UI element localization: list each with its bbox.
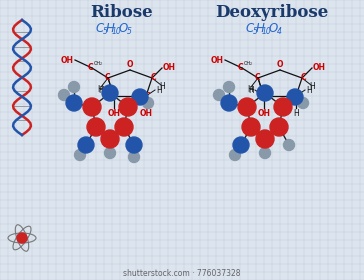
Text: OH: OH (211, 55, 224, 64)
Circle shape (17, 233, 27, 243)
Text: H: H (306, 85, 312, 95)
Text: C: C (144, 92, 150, 101)
Circle shape (87, 118, 105, 136)
Text: C: C (246, 22, 254, 34)
Text: Deoxyribose: Deoxyribose (215, 4, 329, 20)
Text: CH₂: CH₂ (244, 60, 253, 66)
Circle shape (233, 137, 249, 153)
Text: OH: OH (313, 62, 326, 71)
Text: O: O (127, 60, 133, 69)
Circle shape (126, 137, 142, 153)
Text: C: C (87, 62, 93, 71)
Circle shape (75, 150, 86, 160)
Text: H: H (309, 81, 315, 90)
Text: C: C (237, 62, 243, 71)
Text: C: C (96, 22, 104, 34)
Circle shape (297, 97, 309, 109)
Text: OH: OH (163, 62, 176, 71)
Text: Ribose: Ribose (91, 4, 153, 20)
Text: CH₂: CH₂ (94, 60, 103, 66)
Text: C: C (150, 73, 156, 81)
Text: C: C (254, 73, 260, 81)
Text: OH: OH (257, 109, 270, 118)
Text: C: C (294, 92, 300, 101)
Text: C: C (300, 73, 306, 81)
Text: H: H (248, 85, 254, 95)
Text: H: H (259, 85, 265, 95)
Circle shape (270, 118, 288, 136)
Circle shape (256, 130, 274, 148)
Circle shape (78, 137, 94, 153)
Text: H: H (97, 85, 103, 94)
Circle shape (59, 90, 70, 101)
Text: 5: 5 (253, 27, 257, 36)
Text: OH: OH (61, 55, 74, 64)
Circle shape (260, 148, 270, 158)
Text: O: O (277, 60, 283, 69)
Text: 5: 5 (103, 27, 107, 36)
Text: H: H (159, 81, 165, 90)
Text: H: H (106, 22, 114, 34)
Circle shape (257, 85, 273, 101)
Text: 5: 5 (127, 27, 131, 36)
Circle shape (229, 150, 241, 160)
Circle shape (214, 90, 225, 101)
Circle shape (66, 95, 82, 111)
Text: 10: 10 (262, 27, 272, 36)
Circle shape (132, 89, 148, 105)
Circle shape (104, 148, 115, 158)
Circle shape (142, 97, 154, 109)
Circle shape (119, 98, 137, 116)
Text: OH: OH (107, 109, 120, 118)
Circle shape (102, 85, 118, 101)
Circle shape (238, 98, 256, 116)
Circle shape (287, 89, 303, 105)
Text: H: H (256, 22, 264, 34)
Circle shape (242, 118, 260, 136)
Text: O: O (118, 22, 128, 34)
Circle shape (284, 139, 294, 151)
Text: H: H (156, 85, 162, 95)
Text: 4: 4 (277, 27, 281, 36)
Text: C: C (110, 92, 116, 101)
Text: H: H (293, 109, 299, 118)
Text: H: H (109, 85, 115, 95)
Circle shape (83, 98, 101, 116)
Circle shape (101, 130, 119, 148)
Text: 10: 10 (112, 27, 121, 36)
Text: H: H (98, 85, 104, 95)
Text: OH: OH (139, 109, 153, 118)
Circle shape (115, 118, 133, 136)
Text: shutterstock.com · 776037328: shutterstock.com · 776037328 (123, 269, 241, 277)
Circle shape (68, 81, 79, 92)
Circle shape (274, 98, 292, 116)
Text: C: C (260, 92, 266, 101)
Circle shape (221, 95, 237, 111)
Text: C: C (104, 73, 110, 81)
Circle shape (223, 81, 234, 92)
Text: O: O (268, 22, 278, 34)
Text: H: H (247, 85, 253, 94)
Circle shape (128, 151, 139, 162)
